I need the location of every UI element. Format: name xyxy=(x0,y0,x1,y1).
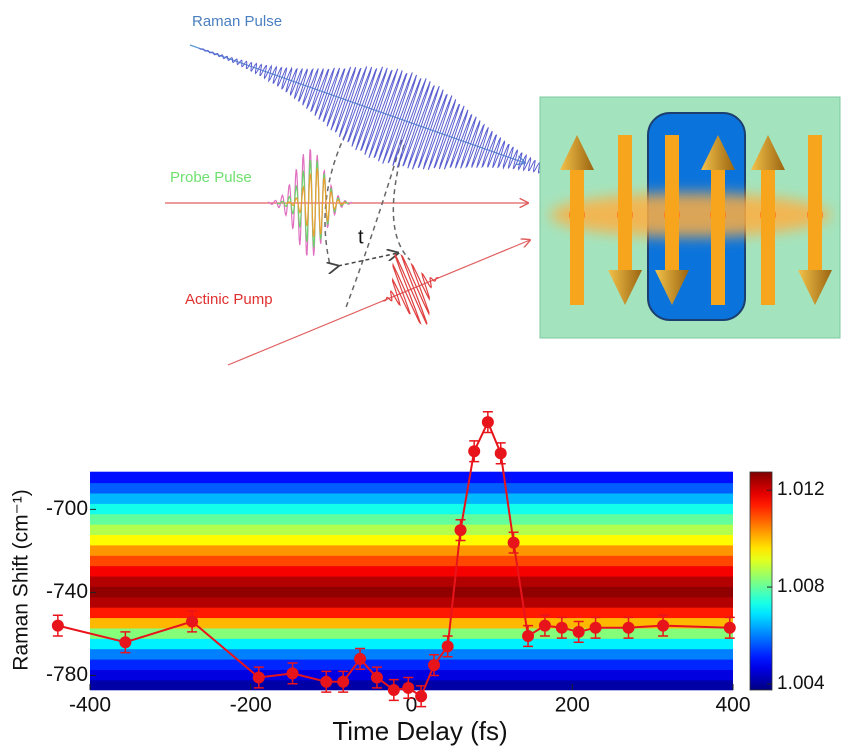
probe-label: Probe Pulse xyxy=(170,169,252,186)
heatmap-row xyxy=(90,471,733,484)
raman-label: Raman Pulse xyxy=(192,13,282,30)
heatmap-row xyxy=(90,659,733,671)
heatmap-row xyxy=(90,555,733,567)
heatmap-row xyxy=(90,628,733,640)
heatmap-row xyxy=(90,618,733,630)
spin-head xyxy=(608,270,642,305)
data-point xyxy=(494,447,507,460)
data-point xyxy=(507,536,520,549)
spin-shaft xyxy=(570,160,584,305)
data-point xyxy=(51,619,64,632)
pulse xyxy=(285,168,347,237)
spin-shaft xyxy=(711,160,725,305)
delay-guide xyxy=(344,139,403,311)
delay-arrow xyxy=(338,253,398,266)
heatmap-row xyxy=(90,586,733,598)
heatmap-row xyxy=(90,638,733,650)
y-tick-label: -700 xyxy=(46,497,88,520)
data-point xyxy=(622,621,635,634)
heatmap-row xyxy=(90,576,733,588)
data-point xyxy=(370,671,383,684)
x-tick-label: 400 xyxy=(715,694,750,717)
data-point xyxy=(354,652,367,665)
spin-shaft xyxy=(618,135,632,280)
heatmap-row xyxy=(90,524,733,536)
spin-shaft xyxy=(761,160,775,305)
spin-shaft xyxy=(808,135,822,280)
pulse-diagram: t Raman Pulse Probe Pulse Actinic Pump xyxy=(165,13,596,366)
data-point xyxy=(723,621,736,634)
heatmap-row xyxy=(90,503,733,515)
x-tick-label: -200 xyxy=(230,694,272,717)
spin-head xyxy=(751,135,785,170)
heatmap-row xyxy=(90,483,733,495)
data-point xyxy=(589,621,602,634)
pump-label: Actinic Pump xyxy=(185,291,273,308)
heatmap-row xyxy=(90,514,733,526)
data-point xyxy=(572,625,585,638)
data-point xyxy=(320,675,333,688)
heatmap-row xyxy=(90,597,733,609)
heatmap-row xyxy=(90,607,733,619)
colorbar-tick-label: 1.004 xyxy=(777,673,825,694)
data-point xyxy=(286,667,299,680)
y-tick-label: -780 xyxy=(46,663,88,686)
data-point xyxy=(415,690,428,703)
data-point xyxy=(538,619,551,632)
data-point xyxy=(522,630,535,643)
data-point xyxy=(252,671,265,684)
data-point xyxy=(402,681,415,694)
heatmap-row xyxy=(90,493,733,505)
data-point xyxy=(454,524,467,537)
x-tick-label: -400 xyxy=(69,694,111,717)
data-point xyxy=(468,445,481,458)
pulse xyxy=(383,253,439,325)
data-point xyxy=(555,621,568,634)
colorbar xyxy=(749,471,773,691)
heatmap-row xyxy=(90,669,733,681)
spin-head xyxy=(655,270,689,305)
y-tick-label: -740 xyxy=(46,580,88,603)
spin-head xyxy=(701,135,735,170)
heatmap-row xyxy=(90,566,733,578)
data-point xyxy=(387,684,400,696)
lattice-panel xyxy=(539,96,841,339)
data-point xyxy=(441,640,454,653)
x-axis-label: Time Delay (fs) xyxy=(332,716,507,746)
x-tick-label: 200 xyxy=(555,694,590,717)
data-point xyxy=(119,636,132,649)
data-point xyxy=(428,659,441,672)
data-point xyxy=(657,619,670,632)
pulse xyxy=(199,47,596,188)
y-axis-label: Raman Shift (cm⁻¹) xyxy=(10,489,33,670)
data-point xyxy=(337,675,350,688)
delay-guide xyxy=(324,134,346,266)
delay-label: t xyxy=(358,226,364,248)
colorbar-tick-label: 1.012 xyxy=(777,479,825,500)
charge-band xyxy=(550,193,830,237)
pulse xyxy=(267,149,353,256)
x-tick-label: 0 xyxy=(406,694,418,717)
spin-shaft xyxy=(665,135,679,280)
colorbar-tick-label: 1.008 xyxy=(777,576,825,597)
pump-axis xyxy=(227,240,530,366)
chart: Time Delay (fs) Raman Shift (cm⁻¹) -400 -… xyxy=(10,411,825,746)
heatmap-row xyxy=(90,535,733,547)
spin-head xyxy=(798,270,832,305)
heatmap-row xyxy=(90,649,733,661)
spin-head xyxy=(560,135,594,170)
data-point xyxy=(186,615,199,628)
heatmap-row xyxy=(90,545,733,557)
data-point xyxy=(481,416,494,429)
